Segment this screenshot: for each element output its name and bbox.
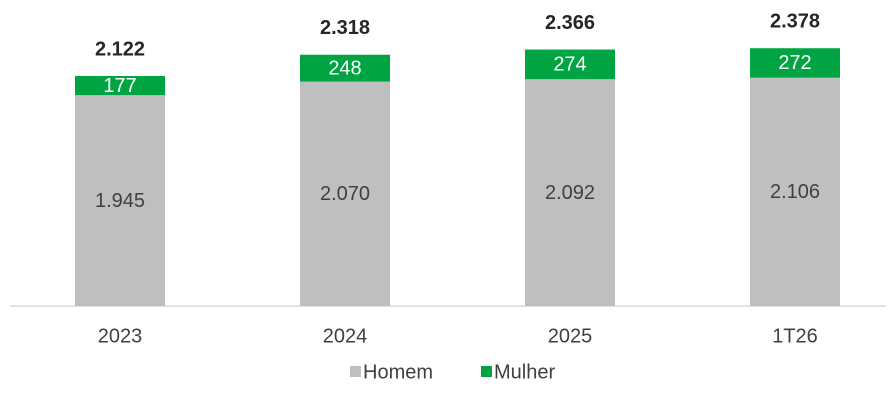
bar-segment (525, 79, 615, 306)
bar-segment (525, 49, 615, 80)
value-label: 2.106 (770, 181, 820, 203)
value-label: 274 (553, 54, 586, 76)
x-tick-label: 2025 (548, 325, 593, 347)
value-label: 248 (328, 57, 361, 79)
value-label: 272 (778, 52, 811, 74)
value-label: 2.092 (545, 182, 595, 204)
bar-segment (300, 54, 390, 82)
total-label: 2.378 (770, 11, 820, 33)
bar-segment (75, 95, 165, 306)
bar-segment (750, 77, 840, 307)
total-label: 2.122 (95, 38, 145, 60)
legend-swatch (350, 366, 361, 377)
total-label: 2.366 (545, 12, 595, 34)
x-tick-label: 2024 (323, 325, 368, 347)
legend-swatch (481, 366, 492, 377)
value-label: 2.070 (320, 183, 370, 205)
total-label: 2.318 (320, 17, 370, 39)
bar-segment (750, 48, 840, 78)
x-tick-label: 1T26 (772, 325, 818, 347)
bar-segment (75, 75, 165, 96)
bar-segment (300, 81, 390, 306)
value-label: 177 (103, 75, 136, 97)
value-label: 1.945 (95, 190, 145, 212)
x-tick-label: 2023 (98, 325, 143, 347)
legend-label: Homem (363, 361, 433, 383)
legend-label: Mulher (494, 361, 555, 383)
